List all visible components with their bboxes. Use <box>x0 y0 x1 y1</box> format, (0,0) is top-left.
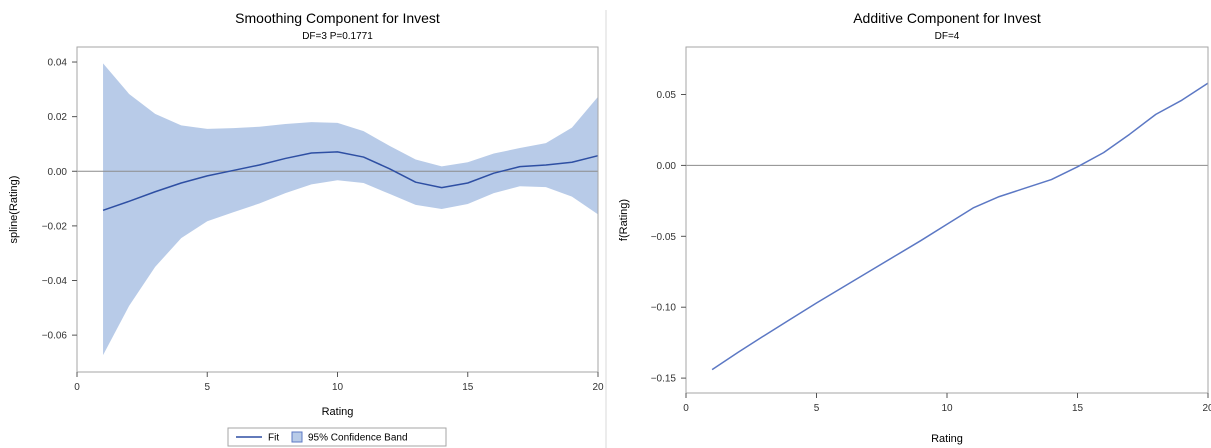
y-tick-label: −0.05 <box>651 232 677 243</box>
additive-component-chart: Additive Component for Invest DF=4 0 5 10 15 2… <box>618 10 1211 445</box>
chart-subtitle: DF=3 P=0.1771 <box>302 31 373 42</box>
series-line-fit <box>712 83 1208 369</box>
x-tick-label: 15 <box>462 382 474 393</box>
y-axis-label: spline(Rating) <box>8 176 20 244</box>
x-axis-label: Rating <box>322 406 354 418</box>
chart-subtitle: DF=4 <box>935 31 960 42</box>
y-tick-label: 0.02 <box>48 112 68 123</box>
x-tick-label: 15 <box>1072 403 1084 414</box>
x-tick-label: 0 <box>683 403 689 414</box>
x-tick-label: 20 <box>592 382 604 393</box>
chart-title: Additive Component for Invest <box>853 10 1041 26</box>
x-tick-label: 20 <box>1202 403 1211 414</box>
y-tick-label: −0.04 <box>42 276 68 287</box>
y-tick-label: −0.06 <box>42 331 68 342</box>
y-tick-label: 0.00 <box>48 167 68 178</box>
x-tick-label: 0 <box>74 382 80 393</box>
smoothing-component-chart: Smoothing Component for Invest DF=3 P=0.1… <box>8 10 604 446</box>
x-tick-label: 10 <box>941 403 953 414</box>
y-axis-label: f(Rating) <box>618 199 630 241</box>
confidence-band <box>103 63 598 355</box>
y-tick-label: −0.15 <box>651 374 677 385</box>
y-tick-label: 0.00 <box>657 161 677 172</box>
y-tick-label: 0.04 <box>48 58 68 69</box>
legend-label-fit: Fit <box>268 433 279 444</box>
y-tick-label: −0.02 <box>42 221 68 232</box>
chart-title: Smoothing Component for Invest <box>235 10 440 26</box>
x-tick-label: 5 <box>204 382 210 393</box>
y-tick-label: −0.10 <box>651 303 677 314</box>
x-tick-label: 10 <box>332 382 344 393</box>
plot-frame <box>686 47 1208 393</box>
x-tick-label: 5 <box>814 403 820 414</box>
y-tick-label: 0.05 <box>657 90 677 101</box>
x-axis-label: Rating <box>931 433 963 445</box>
legend-label-band: 95% Confidence Band <box>308 433 408 444</box>
legend-swatch-band <box>292 432 302 442</box>
